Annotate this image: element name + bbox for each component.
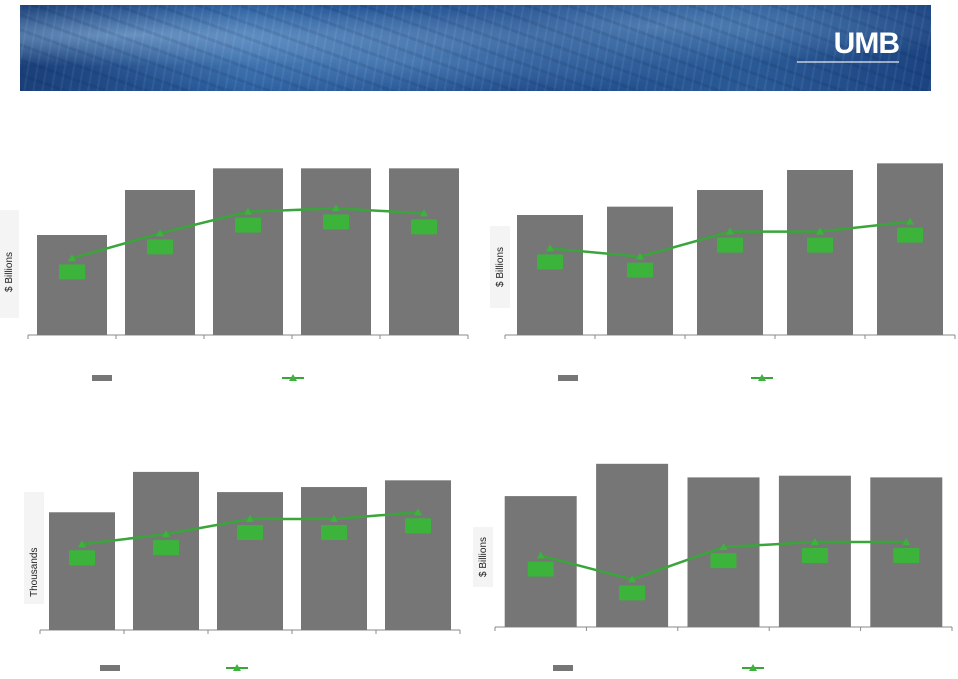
bar — [49, 512, 115, 630]
line-point — [162, 530, 170, 538]
legend-line-marker — [749, 664, 757, 671]
line-point — [246, 515, 254, 522]
line-point — [726, 227, 734, 235]
line-point — [546, 244, 554, 252]
ylabel-box-bottom-right — [473, 527, 493, 587]
bar — [877, 163, 943, 335]
data-label-box — [807, 237, 833, 253]
data-label-box — [235, 217, 261, 233]
bar — [517, 215, 583, 335]
data-label-box — [627, 262, 653, 278]
ylabel-box-top-right — [490, 226, 510, 308]
data-label-box — [537, 254, 563, 270]
bar — [213, 168, 283, 335]
data-label-box — [527, 561, 554, 577]
legend-bar-swatch — [100, 665, 120, 671]
line-point — [244, 207, 252, 215]
line-point — [330, 515, 338, 522]
data-label-box — [147, 239, 173, 255]
line-point — [816, 227, 824, 235]
line-point — [420, 209, 428, 217]
line-point — [628, 575, 637, 583]
line-point — [78, 540, 86, 548]
line-point — [906, 217, 914, 225]
banner-texture — [20, 5, 931, 91]
line-point — [536, 551, 545, 559]
line-point — [636, 252, 644, 260]
data-label-box — [69, 550, 95, 566]
bar — [301, 168, 371, 335]
line-point — [719, 543, 728, 551]
bar — [301, 487, 367, 630]
data-label-box — [710, 553, 737, 569]
data-label-box — [801, 548, 828, 563]
data-label-box — [411, 219, 437, 235]
data-label-box — [323, 214, 349, 230]
legend-line-marker — [758, 374, 766, 381]
logo-underline — [797, 61, 899, 63]
bar — [697, 190, 763, 335]
legend-line-marker — [289, 374, 297, 381]
bar — [125, 190, 195, 335]
data-label-box — [893, 548, 920, 563]
bar — [389, 168, 459, 335]
data-label-box — [405, 518, 431, 534]
data-label-box — [717, 237, 743, 253]
data-label-box — [321, 525, 347, 540]
data-label-box — [619, 585, 646, 601]
legend-bar-swatch — [553, 665, 573, 671]
line-point — [332, 204, 340, 212]
line-point — [156, 229, 164, 237]
line-point — [414, 508, 422, 516]
legend-bar-swatch — [558, 375, 578, 381]
bar — [385, 480, 451, 630]
data-label-box — [897, 227, 923, 243]
legend-bar-swatch — [92, 375, 112, 381]
data-label-box — [153, 540, 179, 556]
line-point — [902, 538, 911, 545]
legend-line-marker — [233, 664, 241, 671]
ylabel-box-bottom-left — [24, 492, 44, 604]
line-point — [68, 254, 76, 262]
data-label-box — [59, 264, 85, 280]
bar — [687, 477, 760, 627]
header-banner: UMB — [20, 5, 931, 91]
data-label-box — [237, 525, 263, 540]
ylabel-box-top-left — [0, 210, 19, 318]
umb-logo: UMB — [833, 27, 900, 60]
bar — [596, 463, 669, 627]
line-point — [810, 538, 819, 545]
